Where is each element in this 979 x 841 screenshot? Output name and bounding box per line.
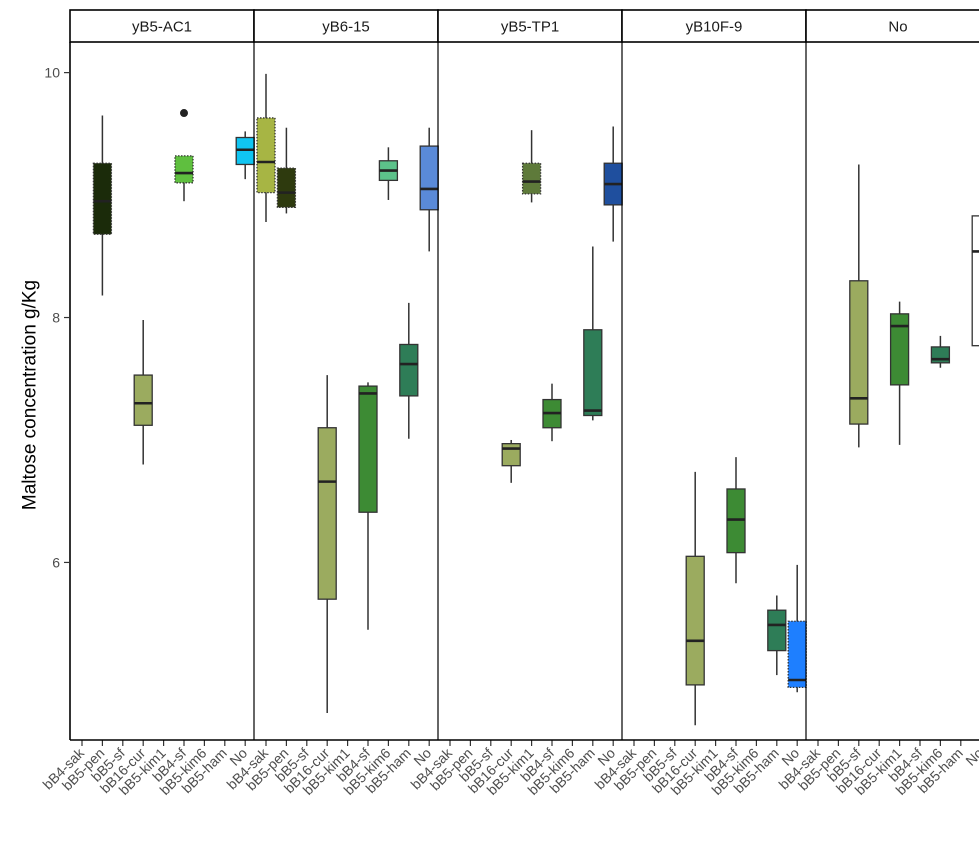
box-bB5-ham <box>583 329 603 417</box>
outlier-point <box>180 109 188 118</box>
facet-strip <box>253 9 439 43</box>
facet-strip-label: yB5-TP1 <box>501 19 559 36</box>
box-No <box>971 215 979 347</box>
box-bB16-cur <box>685 555 705 686</box>
box-bB4-sak <box>256 117 276 194</box>
facet-strip <box>69 9 255 43</box>
facet-strip-label: yB10F-9 <box>686 19 743 36</box>
box-bB5-pen <box>92 162 113 235</box>
box-No <box>419 145 439 211</box>
box-bB4-sf <box>174 155 194 184</box>
box-No <box>787 620 807 688</box>
facet-strip-label: yB5-AC1 <box>132 19 192 36</box>
facet-strip <box>621 9 807 43</box>
x-tick-label: No <box>962 745 979 769</box>
box-bB5-kim1 <box>889 313 910 386</box>
y-axis-label: Maltose concentration g/Kg <box>20 280 41 510</box>
y-tick-label: 6 <box>52 554 60 570</box>
box-bB5-pen <box>276 167 297 208</box>
box-bB4-sf <box>358 385 378 513</box>
box-bB5-sf <box>849 280 869 425</box>
box-bB16-cur <box>133 374 153 426</box>
facet-strip-label: yB6-15 <box>322 19 370 36</box>
box-bB16-cur <box>317 427 337 600</box>
facet-strip <box>805 9 979 43</box>
facet-strip-label: No <box>888 19 907 36</box>
box-bB5-kim1 <box>521 162 542 195</box>
plot-layer: yB5-AC1bB4-sakbB5-penbB5-sfbB16-curbB5-k… <box>39 9 979 798</box>
box-bB5-ham <box>399 343 419 397</box>
y-tick-label: 10 <box>44 65 60 81</box>
box-bB5-ham <box>767 609 787 652</box>
box-bB16-cur <box>501 443 521 467</box>
facet-strip <box>437 9 623 43</box>
y-tick-label: 8 <box>52 310 60 326</box>
